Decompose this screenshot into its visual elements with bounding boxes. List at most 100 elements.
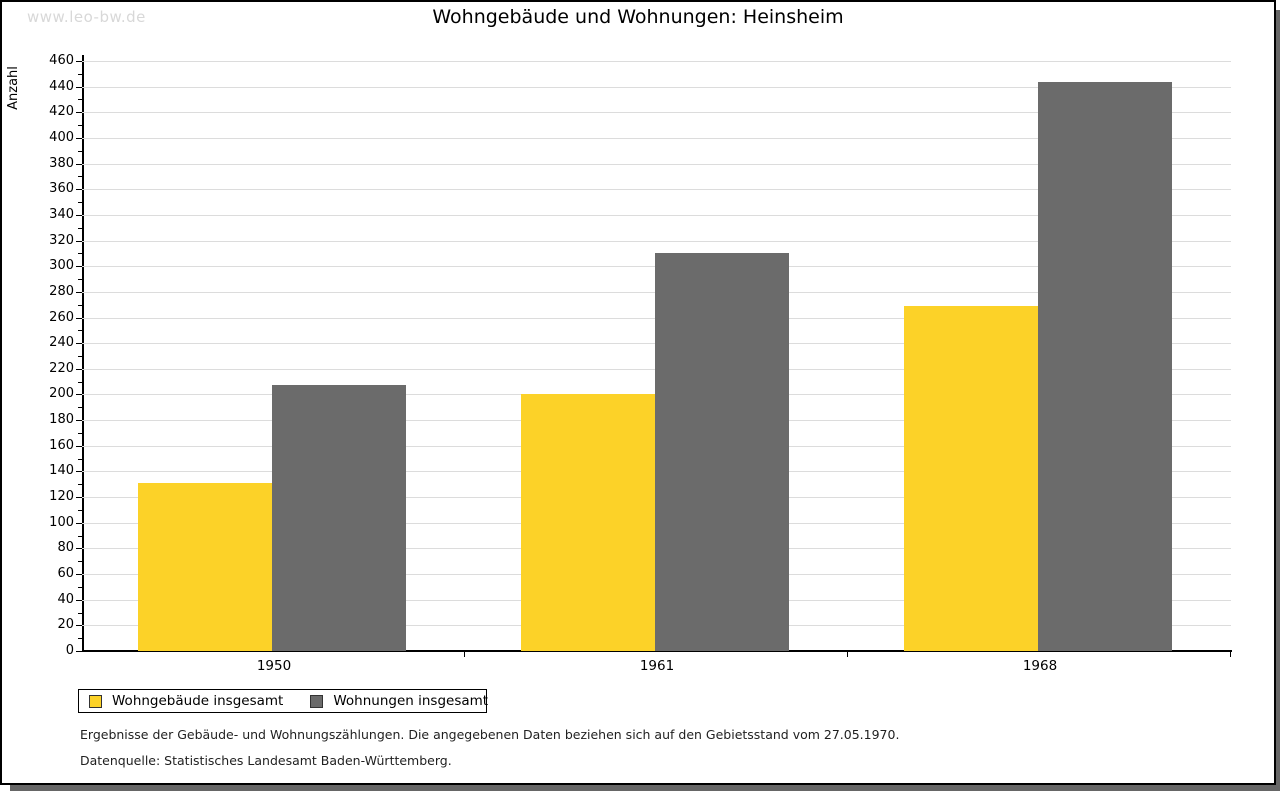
y-minor-tick-70 — [78, 561, 82, 562]
y-major-tick-460 — [76, 61, 82, 62]
gridline-320 — [82, 241, 1231, 242]
x-boundary-tick-2 — [847, 651, 848, 657]
y-tick-label-280: 280 — [49, 284, 74, 299]
x-category-label-1968: 1968 — [1022, 658, 1058, 674]
y-minor-tick-450 — [78, 74, 82, 75]
y-tick-label-460: 460 — [49, 53, 74, 68]
y-axis-line — [82, 55, 84, 652]
y-minor-tick-50 — [78, 587, 82, 588]
legend-item-wohngebaeude: Wohngebäude insgesamt — [89, 693, 283, 709]
gridline-400 — [82, 138, 1231, 139]
y-tick-label-80: 80 — [57, 540, 74, 555]
y-major-tick-260 — [76, 318, 82, 319]
y-major-tick-180 — [76, 420, 82, 421]
gridline-380 — [82, 164, 1231, 165]
y-major-tick-400 — [76, 138, 82, 139]
gridline-360 — [82, 189, 1231, 190]
bar-wohngebaeude-1950 — [138, 483, 272, 651]
x-boundary-tick-3 — [1230, 651, 1231, 657]
y-major-tick-20 — [76, 625, 82, 626]
y-major-tick-420 — [76, 112, 82, 113]
legend-label-wohnungen: Wohnungen insgesamt — [333, 693, 489, 709]
plot-area: 0 20 40 60 80 100 120 140 160 180 200 220 240 260 280 3… — [49, 54, 1232, 674]
y-tick-label-100: 100 — [49, 515, 74, 530]
y-minor-tick-130 — [78, 484, 82, 485]
y-minor-tick-90 — [78, 536, 82, 537]
x-category-label-1961: 1961 — [639, 658, 675, 674]
y-minor-tick-410 — [78, 125, 82, 126]
y-tick-label-20: 20 — [57, 617, 74, 632]
y-tick-label-160: 160 — [49, 438, 74, 453]
x-boundary-tick-1 — [464, 651, 465, 657]
y-major-tick-380 — [76, 164, 82, 165]
y-tick-label-40: 40 — [57, 592, 74, 607]
y-minor-tick-330 — [78, 228, 82, 229]
y-minor-tick-230 — [78, 356, 82, 357]
legend-swatch-wohnungen-icon — [310, 694, 324, 708]
y-minor-tick-170 — [78, 433, 82, 434]
frame-shadow-bottom — [10, 785, 1280, 791]
y-minor-tick-350 — [78, 202, 82, 203]
frame-shadow-right — [1276, 10, 1280, 791]
y-major-tick-220 — [76, 369, 82, 370]
y-tick-label-120: 120 — [49, 489, 74, 504]
y-minor-tick-110 — [78, 510, 82, 511]
y-tick-label-60: 60 — [57, 566, 74, 581]
y-major-tick-280 — [76, 292, 82, 293]
legend-item-wohnungen: Wohnungen insgesamt — [310, 693, 488, 709]
y-minor-tick-250 — [78, 330, 82, 331]
bar-wohngebaeude-1961 — [521, 394, 655, 651]
footer-note-census: Ergebnisse der Gebäude- und Wohnungszähl… — [80, 727, 900, 742]
gridline-420 — [82, 112, 1231, 113]
y-major-tick-200 — [76, 394, 82, 395]
y-major-tick-100 — [76, 523, 82, 524]
y-major-tick-60 — [76, 574, 82, 575]
y-minor-tick-270 — [78, 305, 82, 306]
y-minor-tick-310 — [78, 253, 82, 254]
y-tick-label-240: 240 — [49, 335, 74, 350]
y-tick-label-440: 440 — [49, 79, 74, 94]
y-tick-label-140: 140 — [49, 463, 74, 478]
y-tick-label-340: 340 — [49, 207, 74, 222]
y-tick-label-180: 180 — [49, 412, 74, 427]
y-minor-tick-290 — [78, 279, 82, 280]
y-tick-label-0: 0 — [65, 643, 74, 658]
bar-wohnungen-1968 — [1038, 82, 1172, 651]
y-minor-tick-430 — [78, 99, 82, 100]
y-major-tick-120 — [76, 497, 82, 498]
y-tick-label-380: 380 — [49, 156, 74, 171]
y-tick-label-300: 300 — [49, 258, 74, 273]
gridline-460 — [82, 61, 1231, 62]
y-tick-label-420: 420 — [49, 104, 74, 119]
y-major-tick-360 — [76, 189, 82, 190]
y-major-tick-240 — [76, 343, 82, 344]
y-major-tick-140 — [76, 471, 82, 472]
y-minor-tick-370 — [78, 176, 82, 177]
y-major-tick-160 — [76, 446, 82, 447]
x-axis-line — [82, 650, 1232, 652]
y-minor-tick-390 — [78, 151, 82, 152]
bar-wohngebaeude-1968 — [904, 306, 1038, 651]
legend-swatch-wohngebaeude-icon — [89, 694, 102, 708]
y-tick-label-400: 400 — [49, 130, 74, 145]
gridline-340 — [82, 215, 1231, 216]
y-minor-tick-30 — [78, 613, 82, 614]
footer-note-source: Datenquelle: Statistisches Landesamt Bad… — [80, 753, 452, 768]
y-tick-label-320: 320 — [49, 233, 74, 248]
y-axis-title: Anzahl — [6, 66, 21, 110]
y-tick-label-220: 220 — [49, 361, 74, 376]
chart-title: Wohngebäude und Wohnungen: Heinsheim — [432, 6, 844, 28]
y-minor-tick-10 — [78, 638, 82, 639]
bar-wohnungen-1961 — [655, 253, 789, 651]
y-minor-tick-150 — [78, 459, 82, 460]
y-major-tick-300 — [76, 266, 82, 267]
y-tick-label-260: 260 — [49, 310, 74, 325]
y-minor-tick-210 — [78, 382, 82, 383]
legend: Wohngebäude insgesamt Wohnungen insgesam… — [78, 689, 488, 713]
bar-wohnungen-1950 — [272, 385, 406, 651]
y-tick-label-200: 200 — [49, 386, 74, 401]
y-major-tick-40 — [76, 600, 82, 601]
y-tick-label-360: 360 — [49, 181, 74, 196]
y-major-tick-440 — [76, 87, 82, 88]
